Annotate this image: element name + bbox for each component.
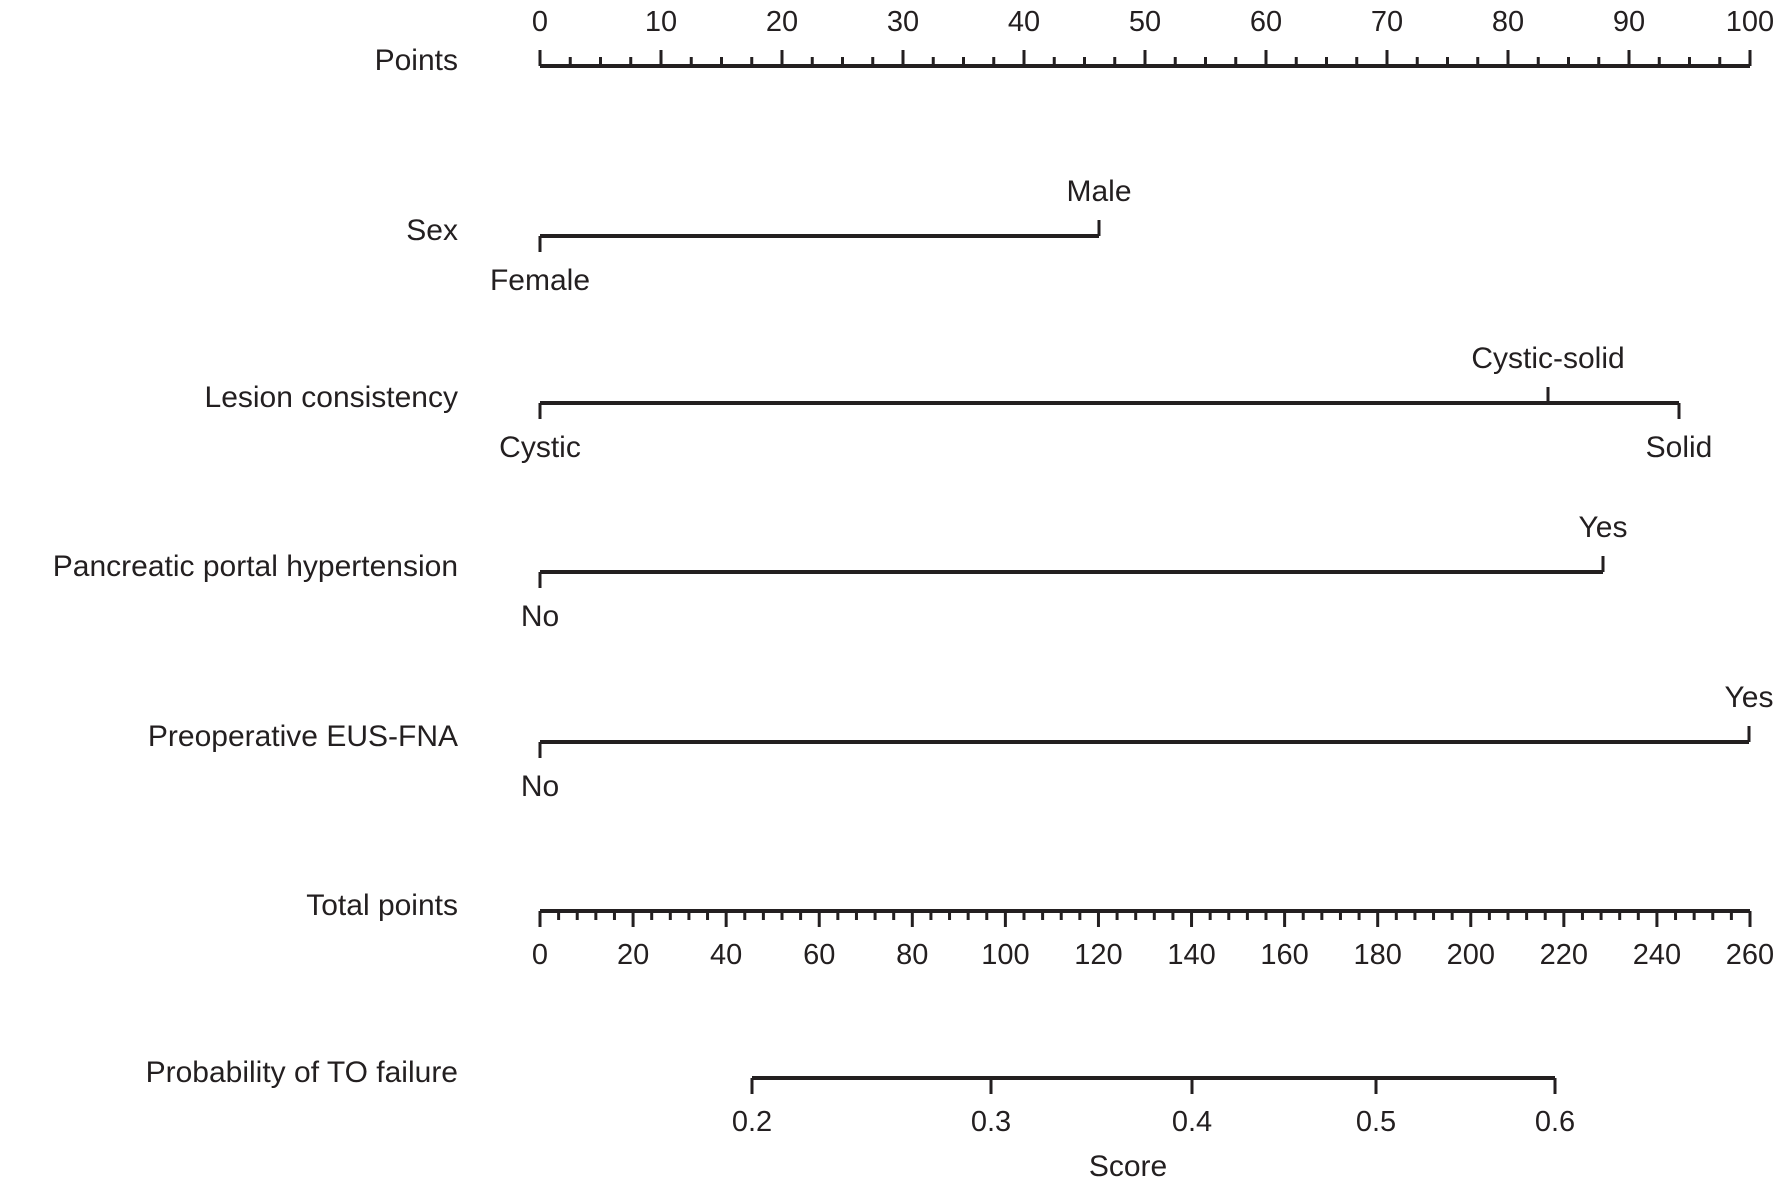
svg-text:70: 70 <box>1371 6 1403 38</box>
score-axis-title: Score <box>1088 1150 1168 1183</box>
svg-text:100: 100 <box>981 939 1029 971</box>
svg-text:160: 160 <box>1260 939 1308 971</box>
row-label-lesion-consistency: Lesion consistency <box>204 381 458 414</box>
svg-text:0.4: 0.4 <box>1172 1106 1212 1138</box>
category-label-female: Female <box>489 264 591 297</box>
row-label-points: Points <box>374 44 458 77</box>
svg-text:180: 180 <box>1353 939 1401 971</box>
category-label-solid: Solid <box>1645 431 1713 464</box>
row-label-pancreatic-portal-hypertension: Pancreatic portal hypertension <box>52 550 458 583</box>
svg-text:90: 90 <box>1613 6 1645 38</box>
category-label-cystic-solid: Cystic-solid <box>1471 342 1625 375</box>
svg-text:80: 80 <box>1492 6 1524 38</box>
svg-text:120: 120 <box>1074 939 1122 971</box>
svg-text:10: 10 <box>645 6 677 38</box>
svg-text:60: 60 <box>803 939 835 971</box>
svg-text:40: 40 <box>710 939 742 971</box>
category-label-male: Male <box>1066 175 1132 208</box>
category-label-eusfna-yes: Yes <box>1724 681 1774 714</box>
svg-text:40: 40 <box>1008 6 1040 38</box>
svg-text:50: 50 <box>1129 6 1161 38</box>
svg-text:0.3: 0.3 <box>971 1106 1011 1138</box>
category-label-pph-no: No <box>520 600 560 633</box>
row-label-sex: Sex <box>406 214 458 247</box>
row-label-total-points: Total points <box>306 889 458 922</box>
svg-text:220: 220 <box>1540 939 1588 971</box>
svg-text:20: 20 <box>766 6 798 38</box>
svg-text:60: 60 <box>1250 6 1282 38</box>
svg-text:0.2: 0.2 <box>732 1106 772 1138</box>
svg-text:200: 200 <box>1447 939 1495 971</box>
svg-text:0.6: 0.6 <box>1535 1106 1575 1138</box>
row-label-probability-of-to-failure: Probability of TO failure <box>145 1056 458 1089</box>
svg-text:240: 240 <box>1633 939 1681 971</box>
category-label-pph-yes: Yes <box>1578 511 1628 544</box>
svg-text:80: 80 <box>896 939 928 971</box>
svg-text:0.5: 0.5 <box>1356 1106 1396 1138</box>
svg-text:100: 100 <box>1726 6 1774 38</box>
svg-text:30: 30 <box>887 6 919 38</box>
svg-text:0: 0 <box>532 939 548 971</box>
svg-text:20: 20 <box>617 939 649 971</box>
svg-text:140: 140 <box>1167 939 1215 971</box>
category-label-cystic: Cystic <box>499 431 581 464</box>
row-label-preoperative-eus-fna: Preoperative EUS-FNA <box>147 720 458 753</box>
svg-text:0: 0 <box>532 6 548 38</box>
category-label-eusfna-no: No <box>520 770 560 803</box>
svg-text:260: 260 <box>1726 939 1774 971</box>
